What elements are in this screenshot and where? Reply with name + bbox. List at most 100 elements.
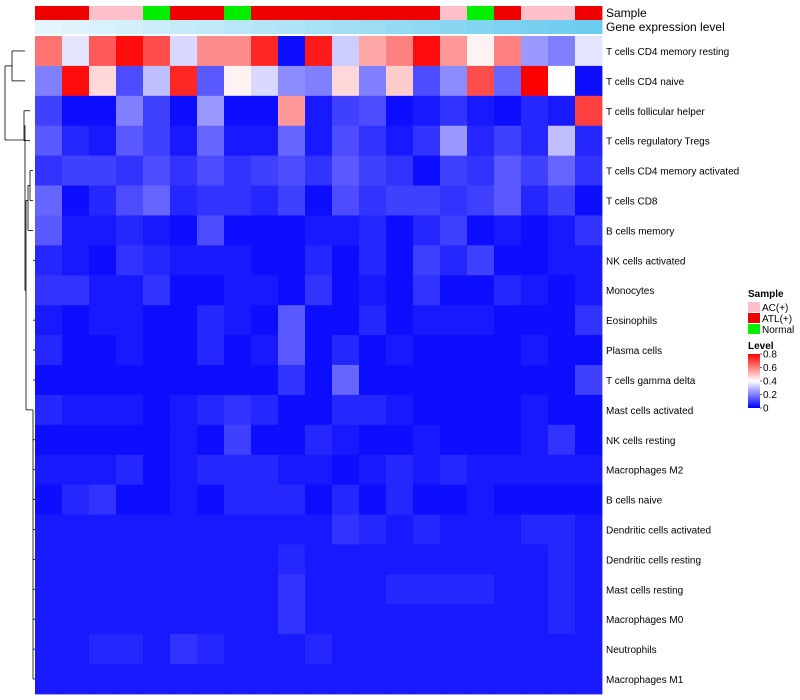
gene-expression-annotation-cell — [305, 20, 333, 34]
row-labels: T cells CD4 memory resting T cells CD4 na… — [606, 47, 739, 686]
heatmap-cell — [359, 664, 387, 695]
heatmap-cell — [413, 95, 441, 127]
heatmap-cell — [224, 484, 252, 515]
gene-expression-annotation-cell — [170, 20, 198, 34]
gene-expression-annotation-cell — [575, 20, 603, 34]
heatmap-cell — [467, 245, 495, 276]
heatmap-cell — [170, 394, 198, 426]
heatmap-cell — [278, 454, 306, 486]
gene-expression-annotation-cell — [197, 20, 225, 34]
heatmap-cell — [278, 125, 306, 157]
heatmap-cell — [548, 245, 576, 276]
heatmap-cell — [440, 424, 468, 456]
heatmap-cell — [332, 155, 360, 186]
heatmap-cell — [359, 574, 387, 605]
heatmap-cell — [440, 484, 468, 515]
heatmap-cell — [197, 394, 225, 426]
sample-annotation-cell — [440, 6, 468, 20]
heatmap-cell — [548, 484, 576, 515]
heatmap-cell — [62, 185, 90, 216]
row-label: T cells gamma delta — [606, 376, 696, 387]
heatmap-cell — [359, 305, 387, 336]
heatmap-cell — [35, 215, 63, 246]
heatmap-cell — [467, 185, 495, 216]
heatmap-cell — [332, 95, 360, 127]
legend-sample-label: AC(+) — [762, 303, 788, 314]
sample-annotation-cell — [224, 6, 252, 20]
heatmap-cell — [278, 424, 306, 456]
heatmap-cell — [251, 394, 279, 426]
heatmap-cell — [413, 155, 441, 186]
heatmap-cell — [467, 514, 495, 545]
heatmap-cell — [548, 574, 576, 605]
heatmap-cell — [143, 484, 171, 515]
heatmap-cell — [359, 155, 387, 186]
heatmap-cell — [62, 604, 90, 635]
heatmap-cell — [548, 424, 576, 456]
gene-expression-annotation-cell — [413, 20, 441, 34]
heatmap-cell — [467, 365, 495, 396]
heatmap-cell — [305, 275, 333, 306]
row-label: Mast cells activated — [606, 406, 693, 417]
heatmap-cell — [224, 394, 252, 426]
heatmap-cell — [332, 424, 360, 456]
heatmap-cell — [143, 514, 171, 545]
heatmap-cell — [170, 125, 198, 157]
heatmap-cell — [278, 95, 306, 127]
heatmap-cell — [440, 185, 468, 216]
heatmap-cell — [170, 245, 198, 276]
heatmap-cell — [359, 365, 387, 396]
heatmap-cell — [116, 634, 144, 665]
heatmap-cell — [332, 245, 360, 276]
heatmap-cell — [116, 245, 144, 276]
heatmap-cell — [359, 125, 387, 157]
heatmap-cell — [386, 544, 414, 575]
heatmap-cell — [170, 305, 198, 336]
heatmap-cell — [35, 275, 63, 306]
sample-annotation-cell — [35, 6, 63, 20]
gene-expression-annotation-cell — [548, 20, 576, 34]
sample-annotation-cell — [386, 6, 414, 20]
heatmap-cell — [62, 394, 90, 426]
heatmap-cell — [278, 574, 306, 605]
heatmap-cell — [197, 65, 225, 97]
heatmap-cell — [143, 544, 171, 575]
heatmap-cell — [278, 664, 306, 695]
heatmap-cell — [170, 664, 198, 695]
heatmap-cell — [89, 454, 117, 486]
heatmap-cell — [548, 185, 576, 216]
heatmap-cell — [89, 424, 117, 456]
heatmap-cell — [521, 185, 549, 216]
heatmap-cell — [359, 454, 387, 486]
heatmap-cell — [62, 454, 90, 486]
heatmap-cell — [494, 664, 522, 695]
heatmap-cell — [575, 604, 603, 635]
heatmap-cell — [35, 484, 63, 515]
heatmap-cell — [35, 424, 63, 456]
heatmap-cell — [305, 335, 333, 366]
heatmap-cell — [170, 95, 198, 127]
heatmap-cell — [494, 155, 522, 186]
heatmap-cell — [359, 604, 387, 635]
heatmap-cell — [521, 125, 549, 157]
heatmap-cell — [116, 574, 144, 605]
heatmap-cell — [35, 634, 63, 665]
heatmap-cell — [413, 454, 441, 486]
heatmap-cell — [467, 155, 495, 186]
heatmap-cell — [197, 664, 225, 695]
heatmap-cell — [143, 604, 171, 635]
legend-sample: Sample AC(+)ATL(+)Normal — [748, 289, 794, 336]
row-label: T cells regulatory Tregs — [606, 137, 710, 148]
heatmap-cell — [170, 454, 198, 486]
heatmap-cell — [62, 365, 90, 396]
heatmap-cell — [278, 275, 306, 306]
heatmap-cell — [224, 125, 252, 157]
sample-annotation-cell — [332, 6, 360, 20]
heatmap-cell — [89, 36, 117, 67]
heatmap-cell — [251, 424, 279, 456]
heatmap-cell — [575, 215, 603, 246]
heatmap-cell — [116, 36, 144, 67]
heatmap-cell — [521, 65, 549, 97]
heatmap-cell — [62, 305, 90, 336]
heatmap-cell — [521, 424, 549, 456]
